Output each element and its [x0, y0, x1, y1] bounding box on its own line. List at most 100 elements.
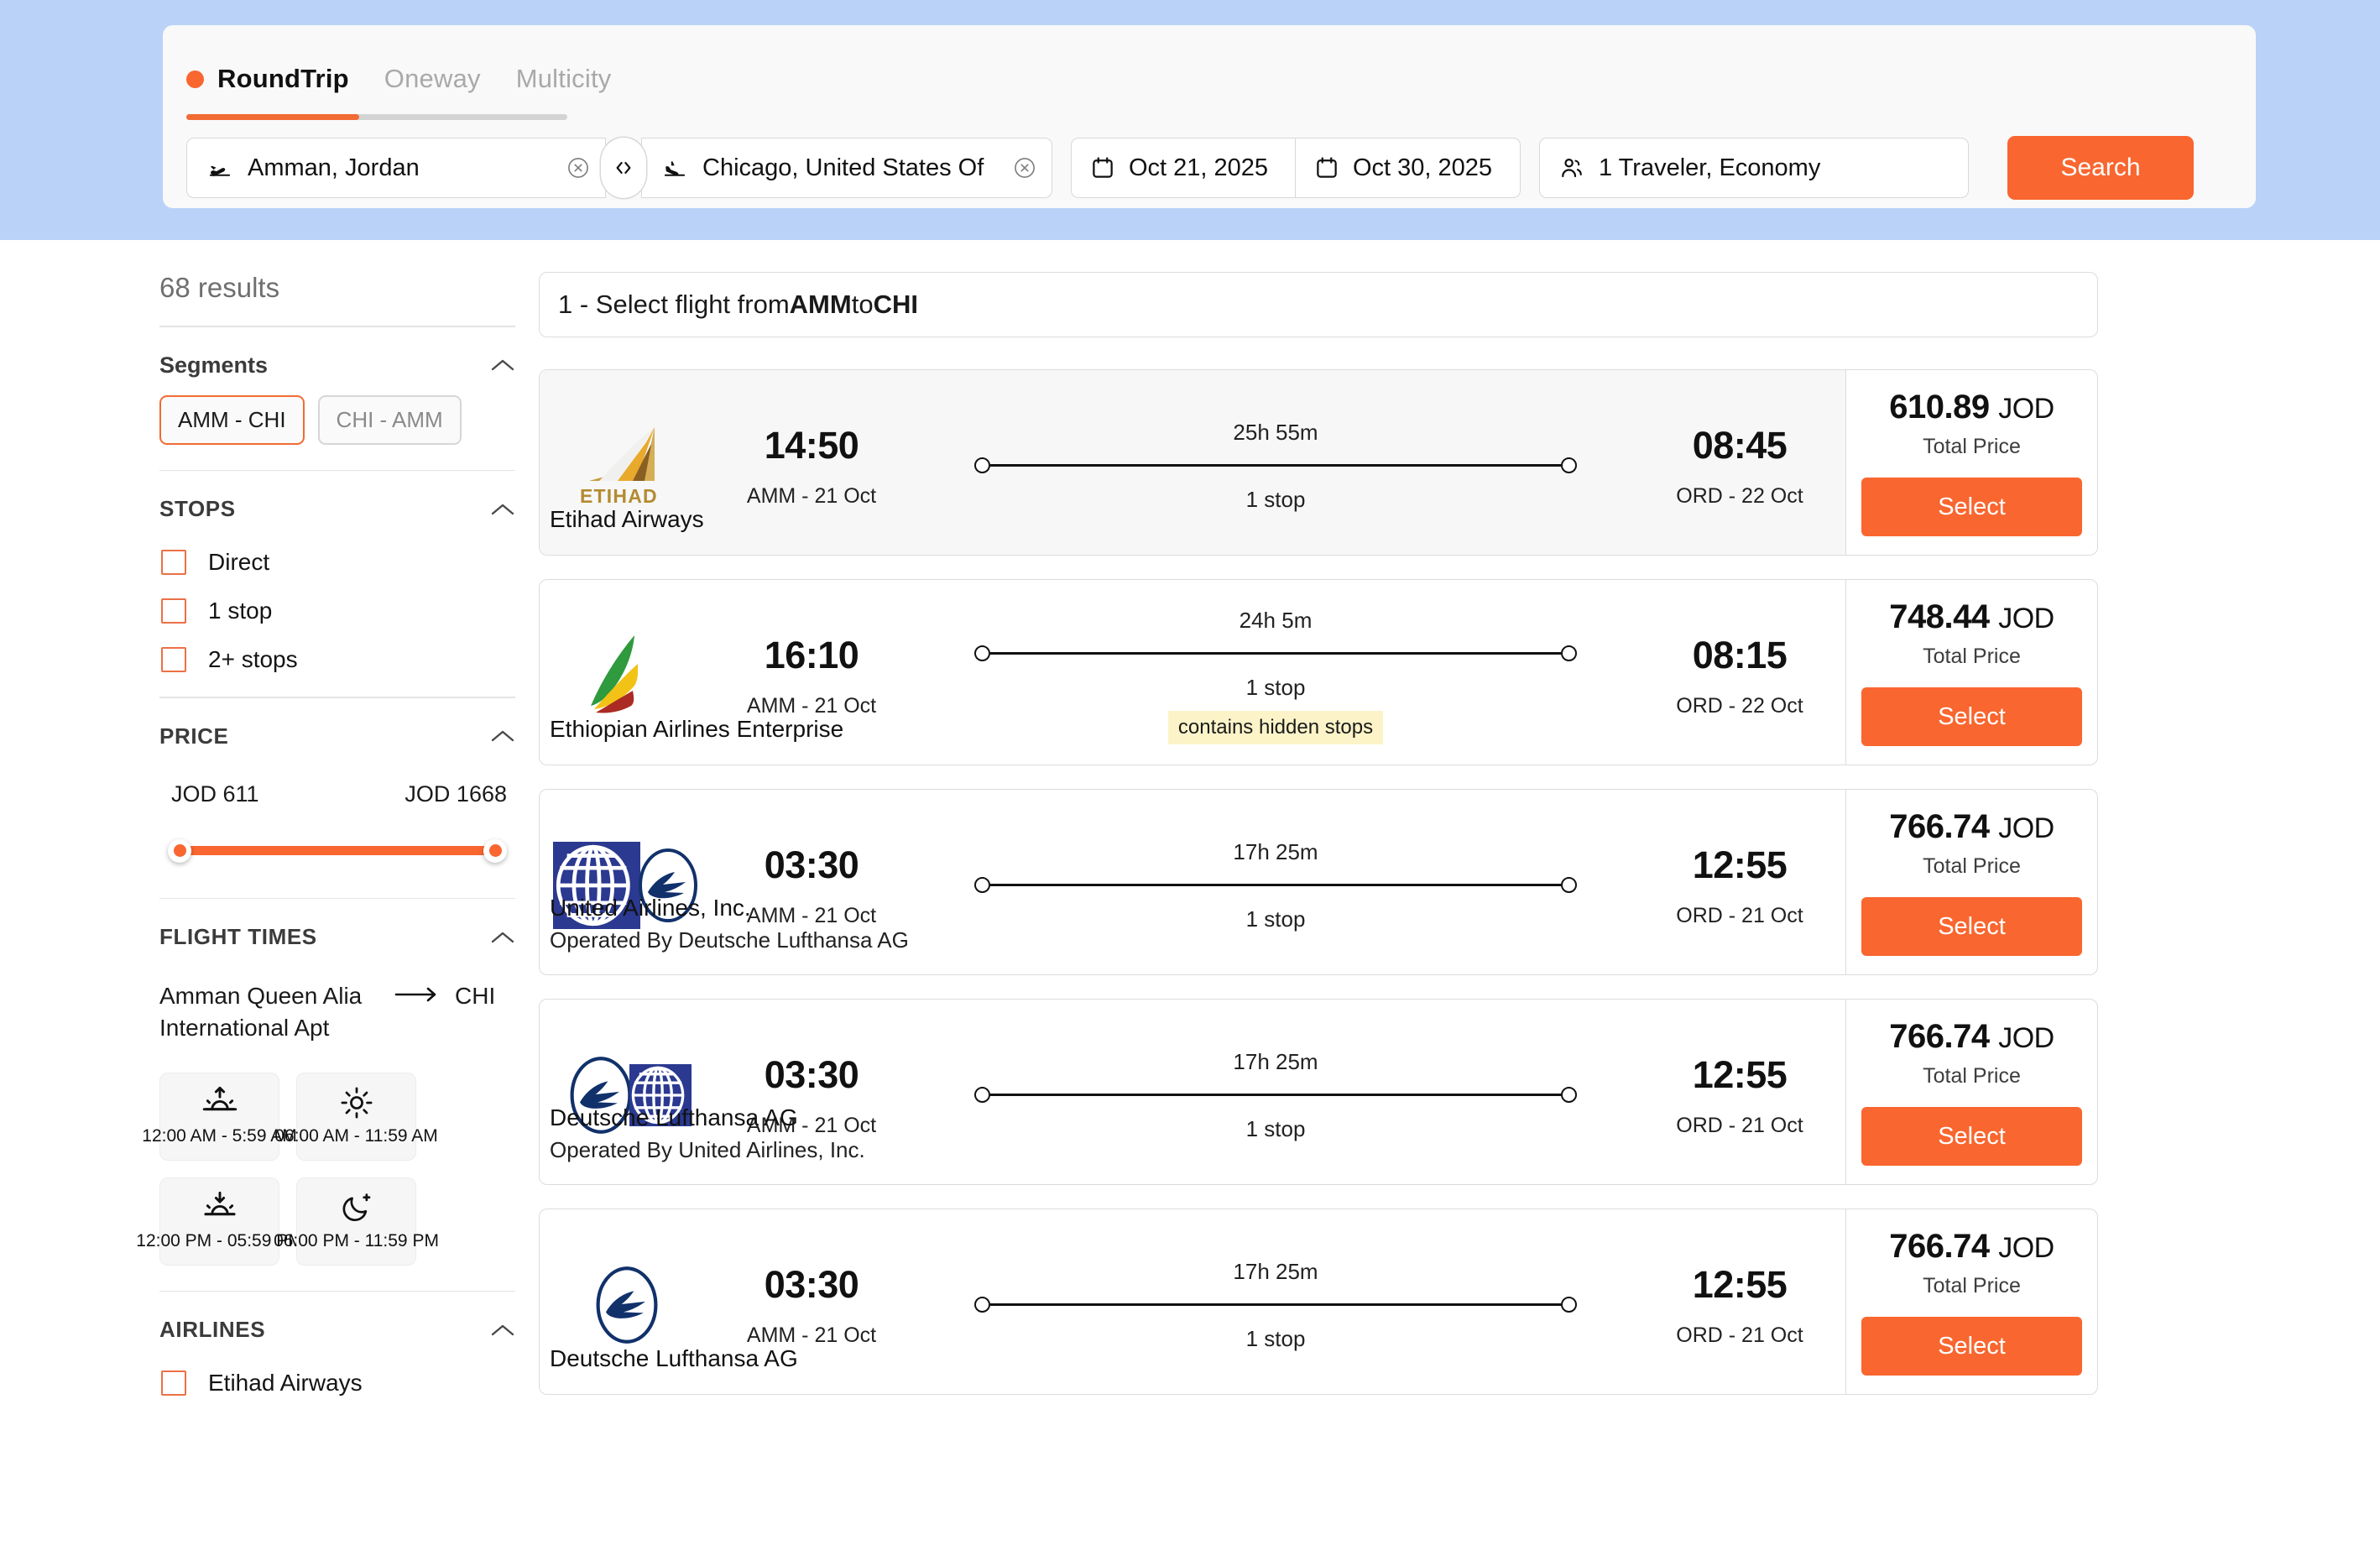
flight-card[interactable]: 03:30 AMM - 21 Oct 17h 25m 1 stop 12: [539, 789, 2098, 975]
checkbox-icon[interactable] [161, 1370, 186, 1397]
time-slot-early-morning[interactable]: 12:00 AM - 5:59 AM [142, 1072, 297, 1161]
airlines-section-header[interactable]: AIRLINES [159, 1292, 515, 1360]
flight-card-main: 16:10 AMM - 21 Oct 24h 5m 1 stop contain… [540, 580, 1845, 765]
timeline-line [990, 883, 1561, 886]
flight-card[interactable]: 16:10 AMM - 21 Oct 24h 5m 1 stop contain… [539, 579, 2098, 765]
lufthansa-logo-icon [596, 1266, 658, 1344]
flight-duration: 17h 25m [1233, 838, 1318, 864]
price-range-slider[interactable] [166, 826, 509, 876]
search-fields-row: Amman, Jordan Chicago, United S [186, 136, 2194, 200]
depart-date-field[interactable]: Oct 21, 2025 [1071, 138, 1296, 198]
price-currency: JOD [1998, 1232, 2054, 1264]
price-section-header[interactable]: PRICE [159, 698, 515, 766]
timeline-graphic [974, 645, 1577, 661]
price-amount: 748.44 [1889, 598, 1990, 635]
flight-times-route-from: Amman Queen Alia International Apt [159, 983, 363, 1041]
airline-logo-container [540, 1255, 706, 1355]
airline-name-block: Deutsche Lufthansa AG Operated By United… [540, 1101, 865, 1179]
search-button[interactable]: Search [2007, 136, 2194, 200]
segment-chip-amm-chi[interactable]: AMM - CHI [159, 394, 305, 445]
banner-origin-code: AMM [789, 290, 852, 319]
flight-card-main: 03:30 AMM - 21 Oct 17h 25m 1 stop 12: [540, 1000, 1845, 1184]
arrival-airport-date: ORD - 21 Oct [1676, 903, 1803, 927]
time-slot-evening[interactable]: 06:00 PM - 11:59 PM [274, 1177, 439, 1266]
departure-airport-date: AMM - 21 Oct [746, 1113, 877, 1137]
departure-airport-date: AMM - 21 Oct [746, 1323, 877, 1347]
select-button[interactable]: Select [1861, 687, 2082, 746]
select-button[interactable]: Select [1861, 1317, 2082, 1376]
clear-origin-icon[interactable] [566, 156, 590, 180]
calendar-icon [1317, 157, 1337, 178]
stops-option-direct[interactable]: Direct [159, 539, 515, 587]
arrival-block: 08:15 ORD - 22 Oct [1634, 634, 1845, 718]
departure-airport-date: AMM - 21 Oct [746, 903, 877, 927]
results-column: 1 - Select flight from AMM to CHI [539, 240, 2098, 1418]
chevron-up-icon [491, 730, 514, 742]
flight-card[interactable]: 03:30 AMM - 21 Oct 17h 25m 1 stop 12: [539, 999, 2098, 1185]
timeline-end-dot-icon [1560, 457, 1577, 473]
airline-option-etihad[interactable]: Etihad Airways [159, 1360, 515, 1408]
select-flight-banner: 1 - Select flight from AMM to CHI [539, 272, 2098, 337]
stops-title: STOPS [159, 496, 236, 521]
departure-time: 14:50 [764, 423, 859, 467]
select-button[interactable]: Select [1861, 478, 2082, 536]
tab-roundtrip[interactable]: RoundTrip [186, 64, 349, 94]
select-button[interactable]: Select [1861, 1107, 2082, 1166]
flight-card-main: 03:30 AMM - 21 Oct 17h 25m 1 stop 12: [540, 1209, 1845, 1394]
destination-field[interactable]: Chicago, United States Of [641, 138, 1052, 198]
checkbox-icon[interactable] [161, 647, 186, 672]
arrow-right-icon [394, 987, 436, 1002]
stops-section-header[interactable]: STOPS [159, 471, 515, 539]
destination-value: Chicago, United States Of [702, 154, 984, 181]
segments-section-header[interactable]: Segments [159, 327, 515, 395]
select-button[interactable]: Select [1861, 897, 2082, 956]
segment-chip-chi-amm[interactable]: CHI - AMM [317, 394, 462, 445]
origin-field[interactable]: Amman, Jordan [186, 138, 606, 198]
chevron-up-icon [491, 504, 514, 514]
arrival-time: 12:55 [1692, 1052, 1788, 1096]
checkbox-icon[interactable] [161, 598, 186, 624]
tab-multicity[interactable]: Multicity [516, 64, 612, 94]
lufthansa-logo-icon [639, 848, 697, 922]
swap-origin-destination-button[interactable] [601, 138, 646, 198]
tab-oneway[interactable]: Oneway [384, 64, 481, 94]
total-price: 766.74 JOD [1889, 1018, 2054, 1056]
arrival-airport-date: ORD - 21 Oct [1676, 1323, 1803, 1347]
airline-logo-container: ETIHAD [540, 415, 706, 516]
flight-card[interactable]: ETIHAD 14:50 AMM - 21 Oct 25h 55m [539, 369, 2098, 556]
search-panel: RoundTrip Oneway Multicity Amman, Jordan [163, 25, 2256, 208]
ethiopian-airlines-logo-icon [591, 635, 639, 713]
united-airlines-logo-icon [629, 1064, 692, 1126]
time-slot-morning[interactable]: 06:00 AM - 11:59 AM [274, 1072, 438, 1161]
tab-oneway-label: Oneway [384, 64, 481, 93]
return-date-field[interactable]: Oct 30, 2025 [1296, 138, 1521, 198]
price-currency: JOD [1998, 1022, 2054, 1054]
time-slot-afternoon[interactable]: 12:00 PM - 05:59 PM [136, 1177, 303, 1266]
checkbox-icon[interactable] [161, 550, 186, 575]
travelers-field[interactable]: 1 Traveler, Economy [1539, 138, 1969, 198]
departure-block: 16:10 AMM - 21 Oct [706, 634, 917, 718]
sunset-icon [203, 1191, 236, 1216]
arrival-block: 12:55 ORD - 21 Oct [1634, 843, 1845, 928]
slider-handle-min[interactable] [168, 838, 191, 863]
flight-times-section-header[interactable]: FLIGHT TIMES [159, 899, 515, 967]
stop-count: 1 stop [1245, 1115, 1306, 1141]
timeline-end-dot-icon [1560, 645, 1577, 661]
price-block: 748.44 JOD Total Price Select [1845, 580, 2097, 765]
flight-time-slots: 12:00 AM - 5:59 AM 06:00 AM - 11:59 AM 1… [136, 1056, 515, 1291]
total-price-label: Total Price [1923, 1064, 2021, 1088]
price-block: 766.74 JOD Total Price Select [1845, 1000, 2097, 1184]
slider-handle-max[interactable] [483, 838, 507, 863]
stops-option-1-stop[interactable]: 1 stop [159, 587, 515, 636]
time-slot-label: 12:00 AM - 5:59 AM [142, 1126, 297, 1146]
flight-card[interactable]: 03:30 AMM - 21 Oct 17h 25m 1 stop 12: [539, 1209, 2098, 1395]
departure-block: 03:30 AMM - 21 Oct [706, 1263, 917, 1348]
tab-underline [186, 114, 567, 120]
clear-destination-icon[interactable] [1013, 156, 1036, 180]
return-date-value: Oct 30, 2025 [1353, 154, 1493, 181]
flight-duration: 17h 25m [1233, 1048, 1318, 1074]
flight-duration: 25h 55m [1233, 419, 1318, 445]
airline-name: Deutsche Lufthansa AG [550, 1104, 798, 1131]
stops-option-2plus-stops[interactable]: 2+ stops [159, 636, 515, 697]
timeline-end-dot-icon [1560, 876, 1577, 893]
